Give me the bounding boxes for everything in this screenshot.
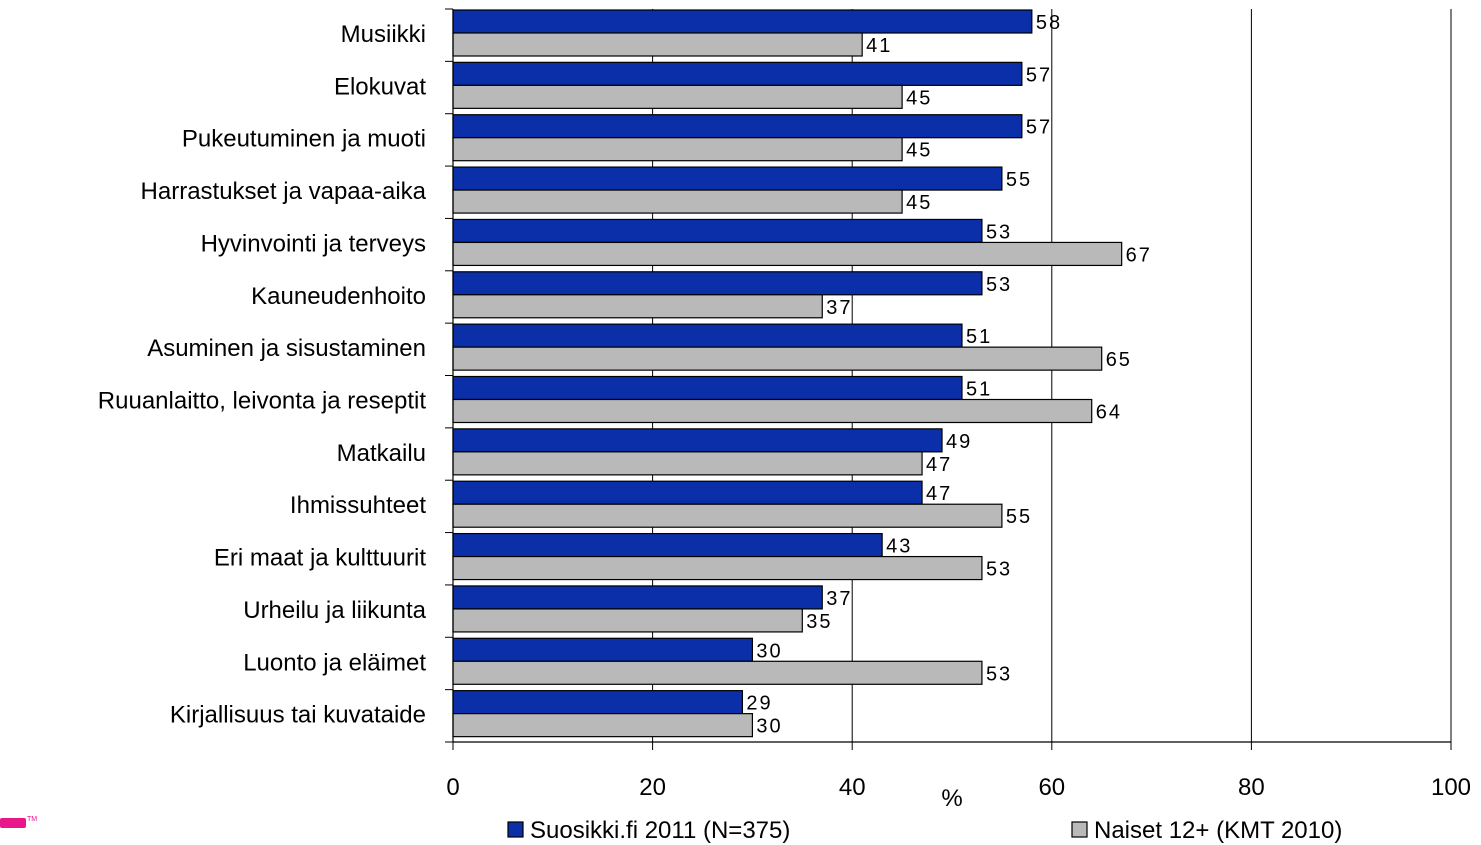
category-label: Kirjallisuus tai kuvataide: [170, 702, 426, 729]
category-label: Kauneudenhoito: [251, 283, 426, 310]
bar-naiset: [452, 608, 803, 633]
bar-suosikki: [452, 637, 753, 662]
bar-suosikki: [452, 375, 963, 401]
trademark-mark: TM: [27, 816, 38, 823]
x-tick-label: 60: [1038, 774, 1065, 801]
data-label: 51: [966, 379, 992, 401]
x-tick-label: 100: [1431, 774, 1471, 801]
legend-swatch: [507, 821, 524, 838]
bar-suosikki: [452, 480, 923, 505]
category-label: Pukeutuminen ja muoti: [182, 126, 426, 153]
data-label: 49: [946, 431, 972, 453]
legend-label: Suosikki.fi 2011 (N=375): [530, 817, 790, 844]
x-tick-label: 80: [1238, 774, 1265, 801]
x-tick-labels: 0 20 40 60 80 100: [446, 774, 1471, 801]
data-label: 58: [1036, 12, 1062, 34]
data-label: 41: [866, 35, 892, 57]
bar-suosikki: [452, 532, 883, 558]
legend-swatch: [1071, 821, 1088, 838]
legend: Suosikki.fi 2011 (N=375) Naiset 12+ (KMT …: [507, 817, 1342, 844]
data-label: 53: [986, 221, 1012, 243]
category-label: Luonto ja eläimet: [243, 649, 426, 676]
data-label: 57: [1026, 117, 1052, 139]
data-label: 30: [756, 640, 782, 662]
bar-suosikki: [452, 166, 1003, 191]
bar-naiset: [452, 137, 903, 162]
data-label: 30: [756, 716, 782, 738]
bar-naiset: [452, 398, 1093, 424]
data-label: 53: [986, 274, 1012, 296]
bar-suosikki: [452, 428, 943, 453]
brand-logo: [0, 818, 26, 828]
data-label: 29: [746, 693, 772, 715]
x-tick-label: 40: [839, 774, 866, 801]
category-label: Harrastukset ja vapaa-aika: [141, 178, 427, 205]
data-label: 57: [1026, 64, 1052, 86]
data-label: 51: [966, 326, 992, 348]
legend-label: Naiset 12+ (KMT 2010): [1094, 817, 1342, 844]
bar-naiset: [452, 294, 823, 319]
data-label: 37: [826, 588, 852, 610]
bar-suosikki: [452, 61, 1023, 86]
category-label: Ruuanlaitto, leivonta ja reseptit: [98, 388, 427, 415]
bar-naiset: [452, 241, 1123, 267]
bar-naiset: [452, 451, 923, 476]
data-label: 47: [926, 454, 952, 476]
category-labels: Musiikki Elokuvat Pukeutuminen ja muoti Har…: [98, 21, 427, 729]
bar-naiset: [452, 660, 983, 685]
bar-suosikki: [452, 690, 744, 715]
bars: [452, 9, 1123, 738]
data-label: 37: [826, 297, 852, 319]
bar-suosikki: [452, 9, 1033, 34]
bar-suosikki: [452, 271, 983, 296]
data-label: 65: [1106, 349, 1132, 371]
data-labels: 5841574557455545536753375165516449474755…: [746, 12, 1152, 738]
x-axis-title: %: [941, 785, 962, 812]
data-label: 55: [1006, 169, 1032, 191]
bar-naiset: [452, 346, 1103, 371]
category-label: Musiikki: [341, 21, 426, 48]
data-label: 35: [806, 611, 832, 633]
data-label: 45: [906, 192, 932, 214]
category-label: Ihmissuhteet: [290, 492, 426, 519]
bar-naiset: [452, 84, 903, 109]
bar-suosikki: [452, 114, 1023, 139]
data-label: 53: [986, 663, 1012, 685]
category-label: Matkailu: [337, 440, 426, 467]
bar-naiset: [452, 503, 1003, 528]
bar-suosikki: [452, 585, 823, 610]
bar-naiset: [452, 189, 903, 214]
category-label: Hyvinvointi ja terveys: [201, 230, 426, 257]
x-tick-label: 20: [639, 774, 666, 801]
bar-naiset: [452, 713, 753, 738]
category-label: Urheilu ja liikunta: [243, 597, 426, 624]
bar-suosikki: [452, 218, 983, 244]
category-label: Asuminen ja sisustaminen: [147, 335, 426, 362]
category-label: Eri maat ja kulttuurit: [214, 545, 426, 572]
bar-naiset: [452, 32, 863, 57]
data-label: 64: [1096, 402, 1122, 424]
bar-suosikki: [452, 323, 963, 348]
axes: [445, 8, 1452, 750]
data-label: 43: [886, 536, 912, 558]
bar-naiset: [452, 555, 983, 581]
data-label: 45: [906, 87, 932, 109]
category-label: Elokuvat: [334, 73, 426, 100]
x-tick-label: 0: [446, 774, 459, 801]
data-label: 45: [906, 140, 932, 162]
data-label: 67: [1126, 244, 1152, 266]
data-label: 53: [986, 559, 1012, 581]
data-label: 55: [1006, 506, 1032, 528]
data-label: 47: [926, 483, 952, 505]
